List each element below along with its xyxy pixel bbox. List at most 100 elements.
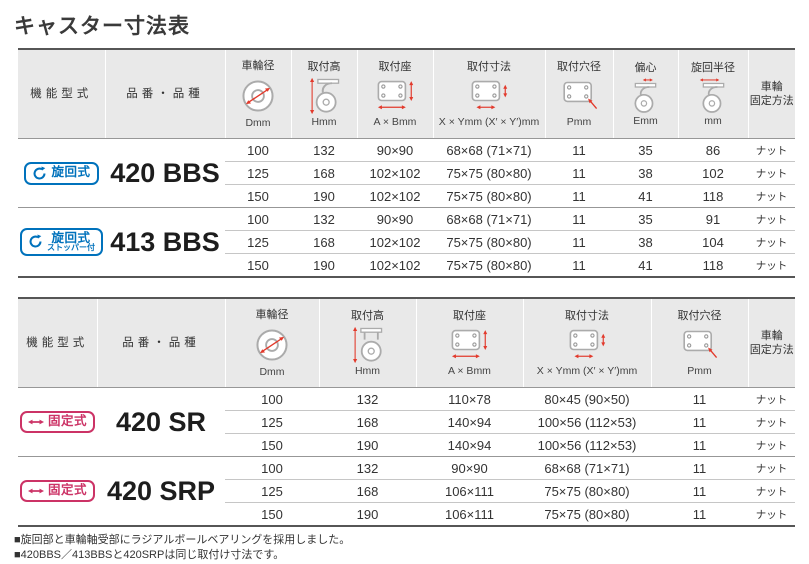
column-header-wheel-diameter: 車輪径 Dmm xyxy=(224,49,291,139)
function-type-badge-fixed: 固定式 xyxy=(20,480,96,502)
column-unit: Dmm xyxy=(259,366,285,379)
spec-value: 11 xyxy=(572,142,586,158)
rotate-icon xyxy=(28,234,43,249)
spec-value: 11 xyxy=(545,207,613,231)
spec-value: 11 xyxy=(545,184,613,208)
spec-value: 75×75 (80×80) xyxy=(433,161,545,185)
column-header-mount-hole-diameter: 取付穴径 Pmm xyxy=(544,49,613,139)
spec-value: 150 xyxy=(225,184,291,208)
column-unit: Pmm xyxy=(566,116,592,129)
spec-value: 168 xyxy=(319,479,416,503)
column-label: 取付高 xyxy=(307,60,341,73)
footnote: ■旋回部と車輪軸受部にラジアルボールベアリングを採用しました。 xyxy=(14,534,351,546)
spec-value: 100 xyxy=(261,391,283,407)
function-type-badge-fixed: 固定式 xyxy=(20,411,96,433)
spec-value: 38 xyxy=(613,230,678,254)
spec-value: 86 xyxy=(705,142,721,158)
spec-value: 150 xyxy=(225,433,319,457)
column-header-mount-dimensions: 取付寸法 X × Ymm (X′ × Y′)mm xyxy=(432,49,545,139)
spec-value: ナット xyxy=(748,230,795,254)
column-unit: A × Bmm xyxy=(448,365,491,378)
column-label: 品番・品種 xyxy=(126,87,204,100)
column-label: 車輪径 xyxy=(241,59,275,72)
spec-value: 100×56 (112×53) xyxy=(523,410,651,434)
function-type-cell: 旋回式 ストッパー付 xyxy=(18,207,105,277)
spec-value: 80×45 (90×50) xyxy=(544,391,630,407)
spec-value: 75×75 (80×80) xyxy=(433,230,545,254)
spec-value: 11 xyxy=(651,502,748,526)
spec-value: 150 xyxy=(225,502,319,526)
column-label: 車輪径 xyxy=(255,308,289,321)
footnotes: ■旋回部と車輪軸受部にラジアルボールベアリングを採用しました。 ■420BBS／… xyxy=(14,533,809,564)
column-header-product: 品番・品種 xyxy=(96,298,225,388)
spec-value: ナット xyxy=(748,502,795,526)
column-header-function-type: 機能型式 xyxy=(18,298,97,388)
spec-value: 68×68 (71×71) xyxy=(523,456,651,480)
rotate-icon xyxy=(32,165,47,181)
column-header-mount-height: 取付高 Hmm xyxy=(290,49,357,139)
double-arrow-icon xyxy=(28,486,44,496)
spec-value: 100 xyxy=(225,207,291,231)
eccentric-caster-icon xyxy=(615,78,677,114)
spec-value: 118 xyxy=(678,253,748,277)
spec-value: ナット xyxy=(748,207,795,231)
spec-value: 91 xyxy=(678,207,748,231)
product-name: 420 BBS xyxy=(110,157,220,188)
column-header-mount-seat: 取付座 A × Bmm xyxy=(415,298,523,388)
spec-value: 41 xyxy=(613,253,678,277)
spec-value: 75×75 (80×80) xyxy=(433,184,545,208)
column-label: 偏心 xyxy=(634,61,657,74)
column-header-swivel-radius: 旋回半径 mm xyxy=(677,49,748,139)
column-label: 取付寸法 xyxy=(565,309,609,322)
column-label: 取付高 xyxy=(351,309,384,322)
spec-value: 132 xyxy=(313,142,335,158)
function-type-badge-swivel: 旋回式 ストッパー付 xyxy=(20,227,103,257)
spec-value: 75×75 (80×80) xyxy=(433,253,545,277)
column-unit: X × Ymm (X′ × Y′)mm xyxy=(536,365,638,378)
badge-label: 固定式 xyxy=(48,483,88,498)
plate-seat-icon xyxy=(359,77,432,115)
page-title: キャスター寸法表 xyxy=(14,15,190,38)
column-label: 旋回半径 xyxy=(691,61,735,74)
spec-value: 68×68 (71×71) xyxy=(433,207,545,231)
swivel-radius-icon xyxy=(680,78,747,114)
spec-value: ナット xyxy=(748,253,795,277)
spec-value: 35 xyxy=(638,142,653,158)
product-name: 420 SR xyxy=(115,406,207,437)
plate-hole-icon xyxy=(653,326,747,364)
spec-value: 90×90 xyxy=(357,207,433,231)
column-label: 取付穴径 xyxy=(557,60,601,73)
spec-value: 125 xyxy=(225,479,319,503)
column-label: 機能型式 xyxy=(26,336,89,349)
spec-value: 190 xyxy=(291,253,357,277)
column-header-mount-hole-diameter: 取付穴径 Pmm xyxy=(650,298,748,388)
caster-height-fixed-icon xyxy=(321,326,415,364)
spec-value: ナット xyxy=(755,144,788,157)
spec-value: 102×102 xyxy=(357,253,433,277)
spec-value: 190 xyxy=(319,433,416,457)
spec-value: 100×56 (112×53) xyxy=(523,433,651,457)
spec-value: 100 xyxy=(225,456,319,480)
spec-value: 102×102 xyxy=(357,161,433,185)
column-label: 機能型式 xyxy=(30,87,93,100)
column-header-wheel-fixing-method: 車輪 固定方法 xyxy=(747,49,795,139)
spec-value: 168 xyxy=(291,230,357,254)
spec-value: 102 xyxy=(678,161,748,185)
spec-value: 132 xyxy=(319,456,416,480)
column-unit: Pmm xyxy=(687,365,712,378)
spec-value: 68×68 (71×71) xyxy=(446,142,532,158)
function-type-cell: 固定式 xyxy=(18,456,97,526)
function-type-cell: 固定式 xyxy=(18,388,97,457)
spec-value: 11 xyxy=(692,391,707,407)
spec-value: 132 xyxy=(356,391,379,407)
spec-value: 11 xyxy=(651,456,748,480)
plate-hole-icon xyxy=(547,77,612,115)
spec-value: ナット xyxy=(748,184,795,208)
spec-value: 90×90 xyxy=(416,456,523,480)
spec-value: 38 xyxy=(613,161,678,185)
column-header-mount-height: 取付高 Hmm xyxy=(318,298,416,388)
spec-value: 190 xyxy=(291,184,357,208)
spec-value: 168 xyxy=(319,410,416,434)
spec-value: 125 xyxy=(225,161,291,185)
column-label: 品番・品種 xyxy=(122,336,200,349)
